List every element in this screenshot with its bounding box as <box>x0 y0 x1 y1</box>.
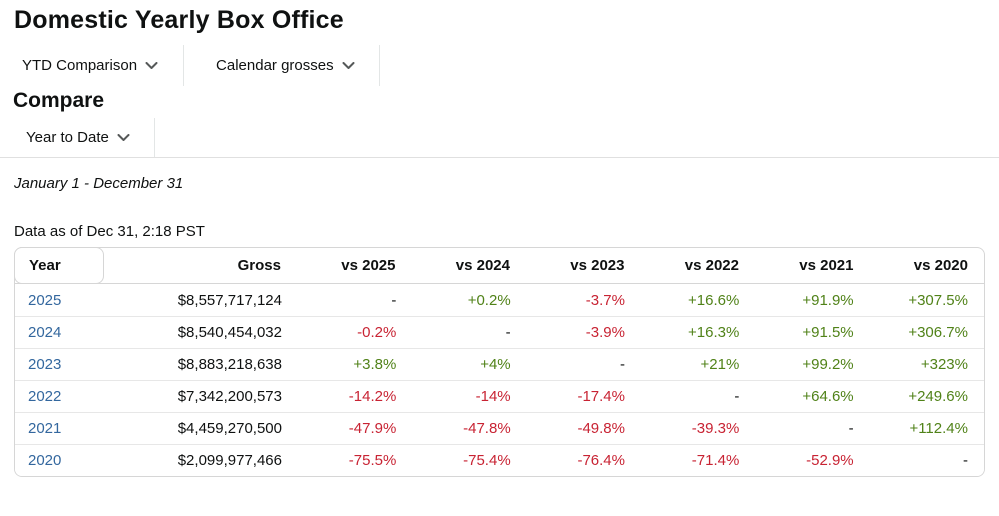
ytd-comparison-label: YTD Comparison <box>22 57 138 74</box>
vs-percentage-cell: -52.9% <box>806 452 854 469</box>
table-row: 2024 $8,540,454,032 -0.2% - -3.9% +16.3% +91.5… <box>15 316 984 348</box>
vs-year-column-header[interactable]: vs 2021 <box>799 257 854 274</box>
vs-percentage-cell: -14.2% <box>348 388 397 405</box>
vs-percentage-cell: +0.2% <box>467 291 511 309</box>
compare-section-title: Compare <box>13 89 105 112</box>
vs-percentage-cell: -49.8% <box>577 420 625 437</box>
vs-percentage-cell: +4% <box>480 356 511 373</box>
year-link[interactable]: 2022 <box>28 388 62 405</box>
vs-percentage-cell: -47.9% <box>348 420 397 437</box>
year-cell: 2021 <box>15 420 136 437</box>
gross-cell: $8,540,454,032 <box>177 324 282 341</box>
year-link[interactable]: 2023 <box>28 356 62 373</box>
chevron-down-icon <box>342 61 355 70</box>
vs-percentage-cell: -75.4% <box>463 452 511 469</box>
gross-column-header[interactable]: Gross <box>237 257 281 274</box>
vs-percentage-cell: +21% <box>700 356 740 373</box>
calendar-grosses-label: Calendar grosses <box>216 57 334 74</box>
calendar-grosses-dropdown[interactable]: Calendar grosses <box>184 45 380 86</box>
vs-percentage-cell: -17.4% <box>577 388 625 405</box>
year-link[interactable]: 2024 <box>28 324 62 341</box>
table-row: 2025 $8,557,717,124 - +0.2% -3.7% +16.6% +91.9… <box>15 284 984 316</box>
vs-percentage-cell: -71.4% <box>691 452 740 469</box>
vs-percentage-cell: - <box>848 420 854 437</box>
vs-percentage-cell: +306.7% <box>908 324 968 341</box>
vs-percentage-cell: -3.7% <box>585 291 625 309</box>
table-header-row: Year Gross vs 2025 vs 2024 vs 2023 vs 2022 v… <box>14 247 985 284</box>
vs-percentage-cell: +323% <box>920 356 968 373</box>
vs-percentage-cell: -76.4% <box>577 452 625 469</box>
year-cell: 2024 <box>15 324 136 341</box>
gross-cell: $8,883,218,638 <box>177 356 282 373</box>
year-column-header-label: Year <box>29 257 61 274</box>
data-as-of-label: Data as of Dec 31, 2:18 PST <box>14 223 205 240</box>
gross-cell: $4,459,270,500 <box>177 420 282 437</box>
vs-percentage-cell: -39.3% <box>691 420 740 437</box>
vs-percentage-cell: -3.9% <box>585 324 625 341</box>
gross-cell: $8,557,717,124 <box>177 291 282 309</box>
date-range-label: January 1 - December 31 <box>14 175 184 192</box>
vs-percentage-cell: +64.6% <box>802 388 854 405</box>
vs-percentage-cell: +112.4% <box>909 420 968 437</box>
vs-percentage-cell: +249.6% <box>908 388 968 405</box>
year-cell: 2025 <box>15 292 136 309</box>
table-body: 2025 $8,557,717,124 - +0.2% -3.7% +16.6% +91.9… <box>14 284 985 477</box>
vs-percentage-cell: +3.8% <box>353 356 397 373</box>
vs-year-column-header[interactable]: vs 2024 <box>455 257 510 274</box>
vs-percentage-cell: - <box>962 452 968 469</box>
chevron-down-icon <box>145 61 158 70</box>
table-row: 2022 $7,342,200,573 -14.2% -14% -17.4% - +64.6… <box>15 380 984 412</box>
vs-percentage-cell: -75.5% <box>348 452 397 469</box>
year-cell: 2023 <box>15 356 136 373</box>
vs-year-column-header[interactable]: vs 2023 <box>570 257 625 274</box>
chevron-down-icon <box>117 133 130 142</box>
vs-year-column-header[interactable]: vs 2022 <box>684 257 739 274</box>
vs-percentage-cell: - <box>391 291 397 309</box>
filter-toolbar: YTD Comparison Calendar grosses <box>0 45 999 86</box>
compare-filter-toolbar: Year to Date <box>0 118 999 158</box>
vs-percentage-cell: -0.2% <box>357 324 397 341</box>
ytd-comparison-dropdown[interactable]: YTD Comparison <box>0 45 185 86</box>
vs-percentage-cell: +99.2% <box>802 356 854 373</box>
vs-percentage-cell: +16.6% <box>688 291 740 309</box>
year-link[interactable]: 2025 <box>28 291 62 309</box>
vs-percentage-cell: - <box>734 388 740 405</box>
year-to-date-label: Year to Date <box>26 129 109 146</box>
gross-cell: $7,342,200,573 <box>177 388 282 405</box>
year-link[interactable]: 2020 <box>28 452 62 469</box>
vs-percentage-cell: +91.9% <box>802 291 854 309</box>
year-column-header[interactable]: Year <box>14 247 104 284</box>
vs-percentage-cell: +91.5% <box>802 324 854 341</box>
table-row: 2023 $8,883,218,638 +3.8% +4% - +21% +99.2% +32… <box>15 348 984 380</box>
year-cell: 2022 <box>15 388 136 405</box>
vs-percentage-cell: - <box>619 356 625 373</box>
gross-cell: $2,099,977,466 <box>177 452 282 469</box>
vs-year-column-header[interactable]: vs 2020 <box>913 257 968 274</box>
table-row: 2020 $2,099,977,466 -75.5% -75.4% -76.4% -71.… <box>15 444 984 476</box>
vs-percentage-cell: - <box>505 324 511 341</box>
page-title: Domestic Yearly Box Office <box>14 6 344 34</box>
comparison-table: Year Gross vs 2025 vs 2024 vs 2023 vs 2022 v… <box>14 247 985 477</box>
vs-year-column-header[interactable]: vs 2025 <box>341 257 396 274</box>
table-row: 2021 $4,459,270,500 -47.9% -47.8% -49.8% -39.… <box>15 412 984 444</box>
vs-percentage-cell: +307.5% <box>908 291 968 309</box>
vs-percentage-cell: +16.3% <box>688 324 740 341</box>
year-cell: 2020 <box>15 452 136 469</box>
vs-percentage-cell: -14% <box>475 388 511 405</box>
year-link[interactable]: 2021 <box>28 420 62 437</box>
vs-percentage-cell: -47.8% <box>463 420 511 437</box>
year-to-date-dropdown[interactable]: Year to Date <box>0 118 155 157</box>
